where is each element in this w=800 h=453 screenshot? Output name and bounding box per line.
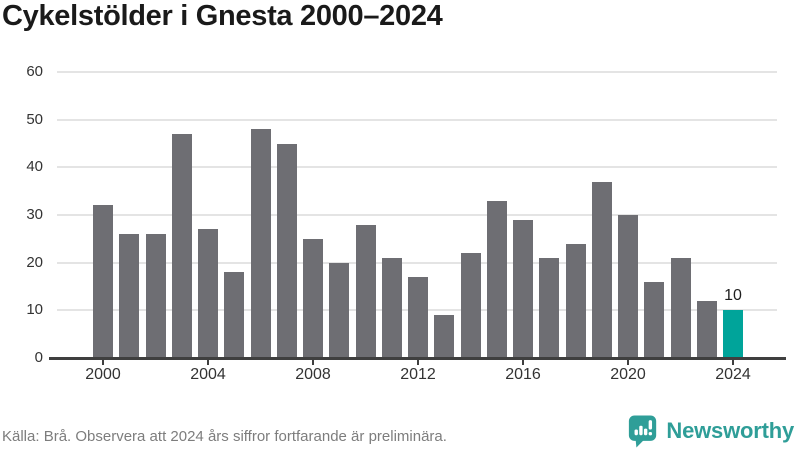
x-tick-2012: [417, 359, 419, 365]
bar-2002: [145, 234, 166, 358]
x-axis-label-2020: 2020: [610, 366, 646, 383]
bar-2010: [355, 224, 376, 358]
plot-area: 10: [49, 71, 786, 365]
y-axis-label-30: 30: [26, 206, 43, 223]
x-axis-line: [49, 357, 786, 360]
newsworthy-logo: Newsworthy: [627, 413, 794, 448]
newsworthy-speech-bubble-bar-chart-icon: [627, 413, 659, 448]
bar-2015: [486, 200, 507, 358]
y-axis-label-20: 20: [26, 253, 43, 271]
x-axis-label-2000: 2000: [85, 366, 121, 383]
bar-2018: [565, 243, 586, 358]
source-note: Källa: Brå. Observera att 2024 års siffr…: [2, 428, 447, 445]
x-axis-label-2024: 2024: [715, 366, 751, 383]
x-tick-2016: [522, 359, 524, 365]
bar-2011: [381, 257, 402, 358]
bar-2017: [539, 257, 560, 358]
x-tick-2004: [207, 359, 209, 365]
bar-2013: [434, 315, 455, 358]
x-axis-label-2004: 2004: [190, 366, 226, 383]
y-axis-label-50: 50: [26, 110, 43, 128]
chart-title: Cykelstölder i Gnesta 2000–2024: [2, 0, 443, 32]
bar-2000: [93, 205, 113, 358]
gridline-60: [57, 71, 777, 73]
bar-2023: [696, 300, 717, 358]
y-axis-label-0: 0: [34, 349, 43, 366]
bar-2007: [276, 143, 297, 358]
x-axis-label-2012: 2012: [400, 366, 436, 383]
bar-2009: [329, 262, 350, 358]
bar-2024: [723, 310, 743, 358]
x-axis-label-2016: 2016: [505, 366, 541, 383]
brand-name: Newsworthy: [666, 417, 794, 443]
y-axis-label-60: 60: [26, 63, 43, 80]
bar-2001: [119, 234, 140, 358]
y-axis-label-40: 40: [26, 158, 43, 176]
bar-2012: [408, 276, 428, 358]
x-tick-2008: [312, 359, 314, 365]
bar-2020: [618, 215, 638, 358]
data-label-2024: 10: [724, 287, 742, 305]
bar-2003: [171, 133, 192, 358]
bar-2006: [250, 129, 271, 358]
gridline-20: [57, 261, 777, 264]
bar-2014: [460, 253, 481, 358]
x-tick-2020: [627, 359, 629, 365]
y-axis-label-10: 10: [26, 301, 43, 319]
bar-2005: [224, 272, 245, 358]
bar-2004: [198, 229, 218, 358]
gridline-50: [57, 118, 777, 121]
bar-2016: [513, 219, 533, 358]
gridline-40: [57, 166, 777, 169]
x-axis-label-2008: 2008: [295, 366, 331, 383]
bar-2021: [644, 281, 665, 358]
x-tick-2000: [102, 359, 104, 365]
bar-2019: [591, 181, 612, 358]
gridline-30: [57, 214, 777, 216]
x-tick-2024: [732, 359, 734, 365]
bar-2008: [303, 238, 323, 358]
bar-2022: [670, 257, 691, 358]
